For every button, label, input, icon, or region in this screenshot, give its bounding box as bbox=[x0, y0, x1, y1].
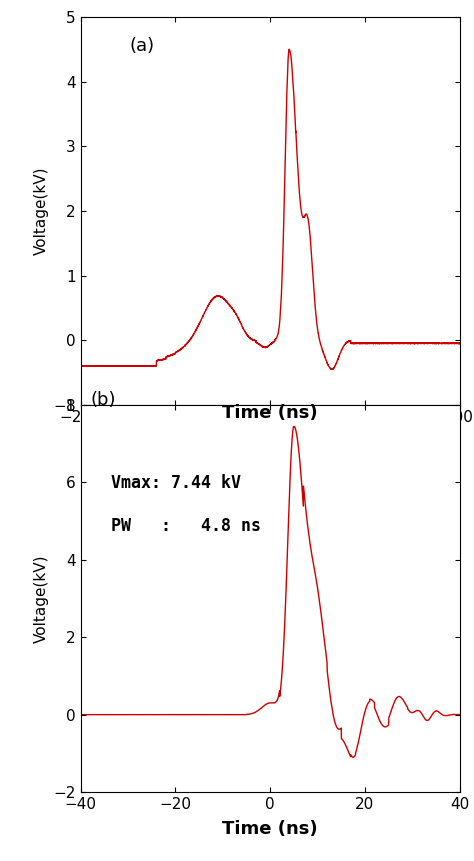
X-axis label: Time (ns): Time (ns) bbox=[222, 821, 318, 839]
Text: (a): (a) bbox=[130, 36, 155, 54]
Text: (b): (b) bbox=[90, 392, 116, 409]
Text: PW   :   4.8 ns: PW : 4.8 ns bbox=[111, 517, 261, 535]
Text: Vmax: 7.44 kV: Vmax: 7.44 kV bbox=[111, 474, 241, 492]
Y-axis label: Voltage(kV): Voltage(kV) bbox=[34, 554, 49, 642]
Text: Time (ns): Time (ns) bbox=[222, 405, 318, 422]
Y-axis label: Voltage(kV): Voltage(kV) bbox=[34, 167, 49, 255]
